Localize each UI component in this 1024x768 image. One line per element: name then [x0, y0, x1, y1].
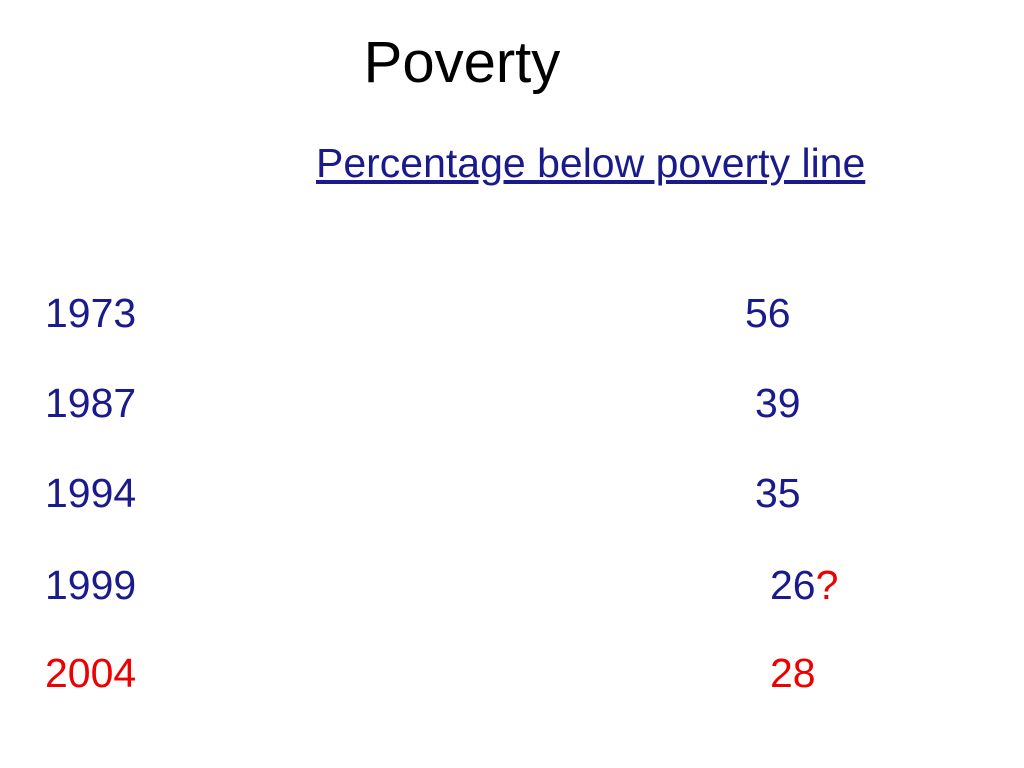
value: 26? [770, 562, 839, 608]
year: 1987 [45, 380, 137, 426]
value: 28 [770, 650, 816, 696]
value: 39 [755, 380, 801, 426]
value: 35 [755, 470, 801, 516]
value: 56 [745, 290, 791, 336]
column-header: Percentage below poverty line [316, 140, 866, 186]
year: 2004 [45, 650, 137, 696]
question-mark: ? [815, 562, 839, 608]
year: 1999 [45, 562, 137, 608]
year: 1994 [45, 470, 137, 516]
slide-title: Poverty [363, 30, 561, 95]
year: 1973 [45, 290, 137, 336]
